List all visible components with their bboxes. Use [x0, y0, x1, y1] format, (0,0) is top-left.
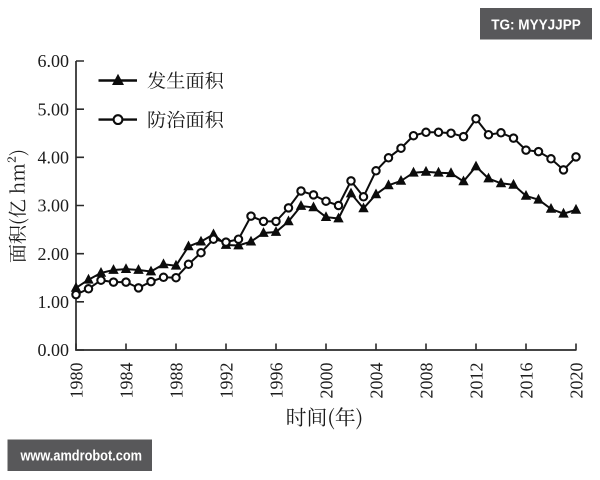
svg-text:2000: 2000	[316, 363, 336, 399]
svg-text:2020: 2020	[566, 363, 586, 399]
svg-text:1996: 1996	[266, 363, 286, 399]
svg-text:TG: MYYJJPP: TG: MYYJJPP	[491, 18, 581, 34]
svg-text:1988: 1988	[166, 363, 186, 399]
svg-text:4.00: 4.00	[38, 148, 70, 168]
svg-text:1984: 1984	[116, 363, 136, 399]
svg-text:0.00: 0.00	[38, 340, 70, 360]
svg-text:1.00: 1.00	[38, 292, 70, 312]
svg-text:3.00: 3.00	[38, 196, 70, 216]
svg-text:2016: 2016	[516, 363, 536, 399]
svg-text:2.00: 2.00	[38, 244, 70, 264]
svg-text:2012: 2012	[466, 363, 486, 399]
svg-text:www.amdrobot.com: www.amdrobot.com	[20, 449, 142, 465]
svg-text:2008: 2008	[416, 363, 436, 399]
svg-text:1980: 1980	[66, 363, 86, 399]
svg-text:6.00: 6.00	[38, 51, 70, 71]
svg-text:2004: 2004	[366, 363, 386, 399]
svg-text:1992: 1992	[216, 363, 236, 399]
svg-text:5.00: 5.00	[38, 99, 70, 119]
